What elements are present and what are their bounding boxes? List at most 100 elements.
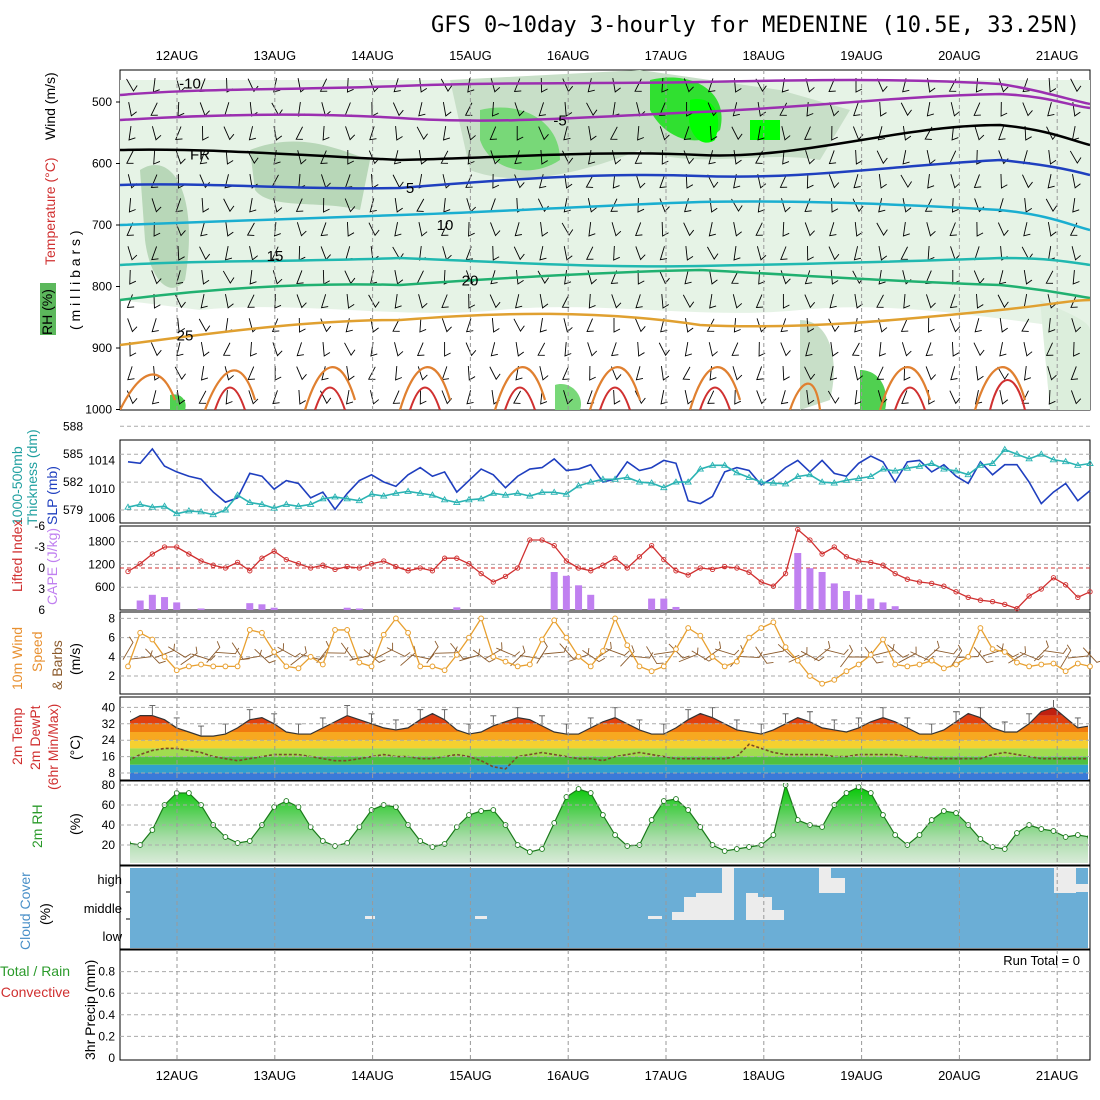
wind-barb [975, 365, 984, 381]
wind-barb [539, 246, 547, 261]
wind-barb [780, 342, 791, 357]
wind-speed-point [989, 646, 996, 653]
wind-barb [902, 78, 910, 93]
li-point [636, 554, 643, 560]
wind-barb [613, 318, 621, 333]
wind-barb [1024, 365, 1032, 381]
wind-barb [997, 366, 1009, 380]
slp-line [127, 447, 1091, 511]
wind-barb [635, 366, 644, 381]
wind-barb [829, 222, 837, 237]
wind-barb [1047, 102, 1055, 117]
li-point [661, 556, 667, 563]
temp-maxmin-bar [246, 709, 253, 720]
surface-wind-barb [1019, 651, 1044, 661]
surface-wind-barb [910, 651, 935, 661]
wind-barb [951, 341, 960, 357]
wind-barb [126, 222, 134, 236]
rh-tick: 80 [102, 778, 116, 792]
thickness-point [209, 510, 218, 518]
thickness-point [562, 490, 571, 497]
wind-barb [708, 342, 718, 357]
wind-barb [709, 270, 718, 285]
li-tick: 0 [38, 561, 45, 575]
wind-barb [682, 366, 691, 380]
wind-barb [127, 318, 138, 333]
li-point [429, 568, 436, 574]
thickness-point [818, 478, 826, 485]
wind-barb [950, 102, 960, 117]
temp-maxmin-bar [733, 719, 740, 730]
wind-barb [394, 198, 403, 213]
wind-barb [781, 78, 789, 93]
thickness-point [623, 473, 632, 480]
precip-frame [119, 949, 1091, 1061]
wind-barb [878, 270, 886, 285]
temperature-band [130, 723, 1088, 732]
wind-barb [927, 173, 935, 189]
wind-barb [854, 221, 863, 237]
wind-speed-point [733, 658, 740, 665]
wind-barb [151, 390, 160, 405]
wind-speed-point [1087, 663, 1093, 670]
wind-barb [320, 294, 329, 309]
temp-maxmin-bar [368, 713, 375, 724]
wind-barb [346, 77, 354, 93]
wind-barb [222, 270, 235, 284]
wind-barb [296, 270, 304, 285]
wind-barb [198, 318, 211, 332]
li-point [1062, 582, 1069, 588]
wind-barb [1045, 342, 1054, 356]
wind-barb [658, 342, 670, 357]
surface-wind-barb [1043, 647, 1068, 654]
cape-bar [855, 594, 863, 610]
wind-barb [198, 390, 207, 404]
li-tick: -3 [34, 540, 45, 554]
wind-barb [1047, 222, 1057, 237]
isotherm-label: -5 [553, 112, 566, 129]
wind-speed-point [441, 667, 448, 674]
wind-barb [587, 198, 597, 213]
wind-barb [781, 126, 791, 141]
rh-point [989, 844, 996, 850]
wind-barb [346, 293, 355, 309]
thickness-point [952, 467, 960, 474]
pressure-tick-label: 600 [92, 157, 112, 171]
li-point [478, 570, 484, 577]
wind-barb [441, 294, 449, 308]
wind-barb [1023, 342, 1033, 357]
precip-tick: 0.2 [98, 1029, 115, 1043]
wind-barb [443, 197, 451, 213]
wind-barb [319, 78, 328, 92]
wind-barb [440, 222, 449, 236]
wind-barb [829, 294, 837, 309]
wind-barb [1047, 174, 1055, 189]
wind-speed-point [916, 661, 923, 668]
wind-barb [225, 389, 233, 405]
wind-barb [1070, 390, 1082, 405]
thickness-point [501, 491, 510, 498]
wind-barb [637, 197, 645, 213]
wind-barb [298, 389, 306, 405]
wind-barb [468, 221, 475, 237]
wind-barb [222, 342, 231, 356]
wind-barb [514, 102, 525, 117]
li-point [308, 565, 314, 571]
wind-barb [153, 149, 161, 165]
rh-point [916, 832, 923, 838]
rh-point [1001, 846, 1008, 852]
li-point [624, 565, 630, 571]
wind-barb [223, 126, 235, 141]
wind-barb [369, 390, 380, 405]
wind-barb [201, 197, 210, 213]
temp-maxmin-bar [904, 717, 911, 728]
wind-barb [588, 293, 596, 309]
rh-point [490, 807, 497, 813]
li-point [770, 583, 777, 589]
thickness-point [197, 507, 205, 515]
wind-speed-point [794, 657, 801, 664]
wind-speed-point [319, 661, 326, 668]
rh-point [1014, 830, 1020, 836]
wind-barb [466, 126, 476, 141]
wind-barb [732, 294, 743, 309]
